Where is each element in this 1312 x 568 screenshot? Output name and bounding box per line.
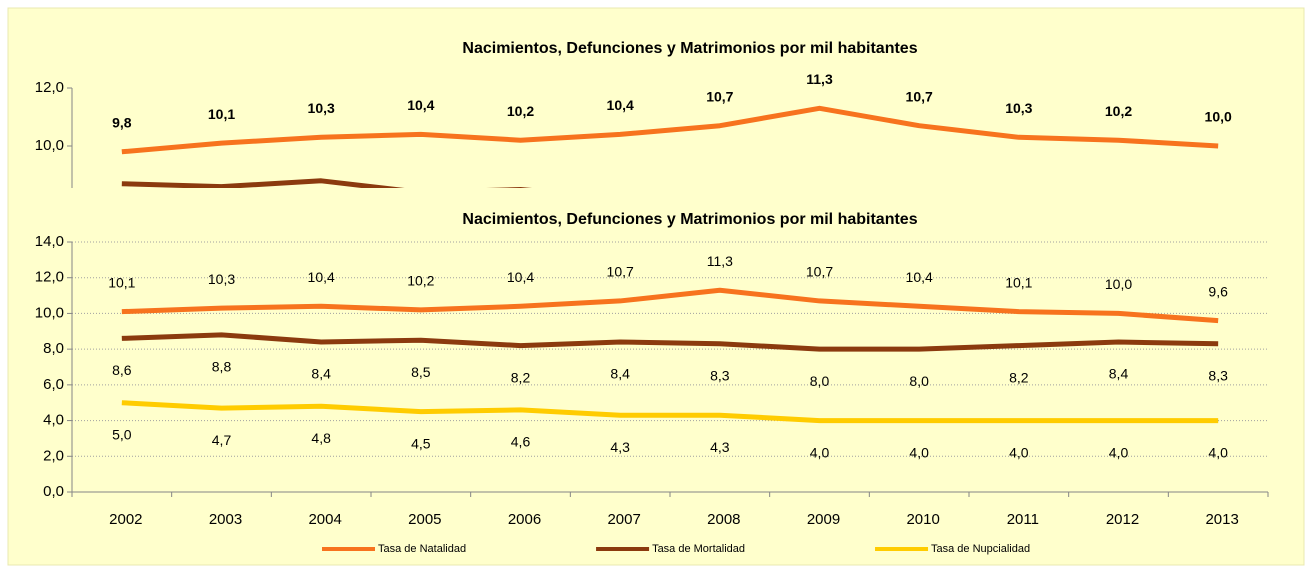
data-label: 10,4: [607, 97, 634, 113]
data-label: 9,6: [1208, 283, 1228, 299]
top-chart: Nacimientos, Defunciones y Matrimonios p…: [35, 40, 1232, 188]
x-tick-label: 2006: [508, 511, 541, 528]
x-tick-label: 2012: [1106, 511, 1139, 528]
data-label: 8,0: [810, 373, 830, 389]
background: [7, 7, 1305, 566]
data-label: 8,0: [909, 373, 929, 389]
x-tick-label: 2004: [308, 511, 341, 528]
data-label: 11,3: [707, 253, 733, 269]
data-label: 11,3: [806, 71, 833, 87]
data-label: 10,1: [208, 106, 235, 122]
data-label: 10,0: [1105, 276, 1132, 292]
chart-title: Nacimientos, Defunciones y Matrimonios p…: [462, 211, 917, 228]
data-label: 8,3: [1208, 367, 1228, 383]
data-label: 10,3: [1005, 100, 1032, 116]
data-label: 8,2: [1009, 369, 1029, 385]
data-label: 8,4: [610, 366, 630, 382]
y-tick-label: 2,0: [43, 447, 64, 464]
data-label: 4,7: [212, 432, 232, 448]
data-label: 10,7: [806, 264, 833, 280]
legend-label: Tasa de Nupcialidad: [931, 543, 1030, 555]
data-label: 4,0: [1208, 444, 1228, 460]
series-line: [121, 178, 533, 188]
x-tick-label: 2010: [906, 511, 939, 528]
y-tick-label: 4,0: [43, 412, 64, 429]
bottom-chart: Nacimientos, Defunciones y Matrimonios p…: [35, 211, 1269, 555]
data-label: 9,8: [112, 115, 132, 131]
y-tick-label: 6,0: [43, 376, 64, 393]
x-tick-label: 2011: [1007, 511, 1039, 528]
y-tick-label: 12,0: [35, 79, 64, 96]
data-label: 4,0: [1109, 444, 1129, 460]
series-line: [121, 332, 1219, 352]
data-label: 8,6: [112, 362, 132, 378]
x-tick-label: 2013: [1205, 511, 1238, 528]
data-label: 10,0: [1205, 109, 1232, 125]
data-label: 10,2: [1105, 103, 1132, 119]
data-label: 8,4: [1109, 366, 1129, 382]
y-tick-label: 12,0: [35, 269, 64, 286]
data-label: 10,7: [607, 264, 634, 280]
series-line: [121, 400, 1219, 424]
data-label: 10,7: [706, 88, 733, 104]
x-tick-label: 2008: [707, 511, 740, 528]
y-tick-label: 8,0: [43, 340, 64, 357]
legend-label: Tasa de Mortalidad: [652, 543, 745, 555]
data-label: 8,4: [311, 366, 331, 382]
data-label: 10,3: [208, 271, 235, 287]
x-tick-label: 2003: [209, 511, 242, 528]
data-label: 10,1: [108, 274, 135, 290]
data-label: 8,2: [511, 369, 531, 385]
series-line: [121, 105, 1219, 155]
x-tick-label: 2007: [607, 511, 640, 528]
y-tick-label: 0,0: [43, 483, 64, 500]
y-tick-label: 14,0: [35, 233, 64, 250]
data-label: 5,0: [112, 426, 132, 442]
data-label: 8,3: [710, 367, 730, 383]
x-tick-label: 2009: [807, 511, 840, 528]
legend-label: Tasa de Natalidad: [378, 543, 466, 555]
data-label: 4,5: [411, 435, 431, 451]
data-label: 10,1: [1005, 274, 1032, 290]
data-label: 10,4: [507, 269, 534, 285]
x-tick-label: 2002: [109, 511, 142, 528]
data-label: 4,8: [311, 430, 331, 446]
data-label: 10,2: [407, 273, 434, 289]
data-label: 10,3: [308, 100, 335, 116]
data-label: 4,0: [1009, 444, 1029, 460]
data-label: 8,5: [411, 364, 431, 380]
y-tick-label: 10,0: [35, 304, 64, 321]
data-label: 4,3: [610, 439, 630, 455]
data-label: 10,2: [507, 103, 534, 119]
data-label: 10,7: [906, 88, 933, 104]
x-tick-label: 2005: [408, 511, 441, 528]
series-line: [121, 287, 1219, 324]
data-label: 10,4: [308, 269, 335, 285]
y-tick-label: 10,0: [35, 137, 64, 154]
data-label: 4,0: [810, 444, 830, 460]
data-label: 4,3: [710, 439, 730, 455]
data-label: 10,4: [407, 97, 434, 113]
data-label: 4,6: [511, 434, 531, 450]
data-label: 8,8: [212, 359, 232, 375]
data-label: 10,4: [906, 269, 933, 285]
data-label: 4,0: [909, 444, 929, 460]
chart-title: Nacimientos, Defunciones y Matrimonios p…: [462, 40, 917, 57]
